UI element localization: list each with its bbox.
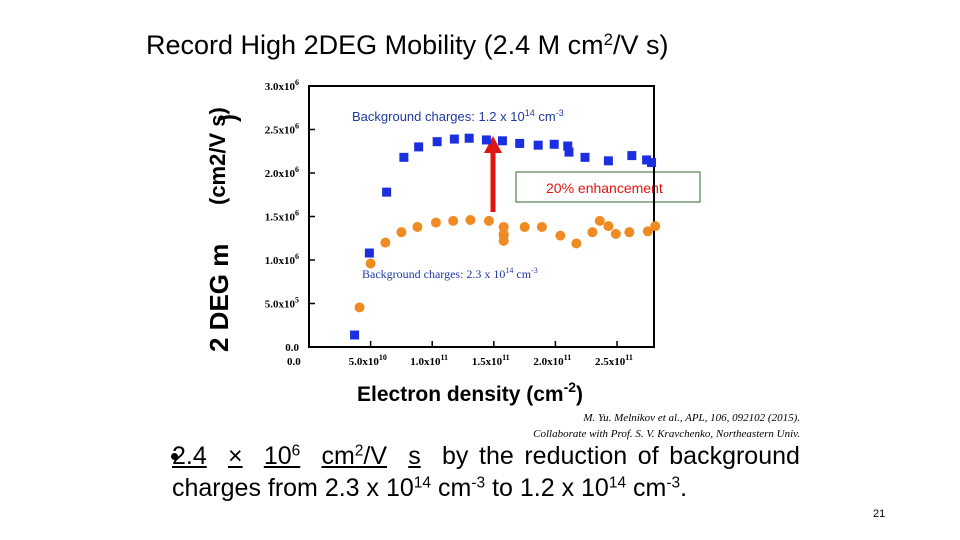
data-point-square	[449, 134, 459, 144]
data-point-circle	[555, 230, 566, 241]
data-point-square	[563, 141, 573, 151]
data-point-circle	[396, 227, 407, 238]
x-tick-label: 2.5x1011	[595, 353, 633, 368]
y-tick-label: 0.0	[285, 342, 299, 354]
bullet-text: 2.4 × 106 cm2/V s by the reduction of ba…	[172, 442, 800, 502]
data-point-circle	[430, 217, 441, 228]
x-tick-label: 1.0x1011	[410, 353, 448, 368]
y-axis-title-lower: 2 DEG m	[204, 244, 234, 352]
data-point-circle	[587, 227, 598, 238]
data-point-square	[497, 136, 507, 146]
slide-title: Record High 2DEG Mobility (2.4 M cm2/V s…	[146, 29, 669, 60]
x-axis: 0.0 5.0x1010 1.0x1011 1.5x1011 2.0x1011 2.5x1…	[287, 341, 633, 368]
data-point-square	[364, 248, 374, 258]
data-point-square	[350, 330, 360, 340]
x-tick-label-zero: 0.0	[287, 356, 301, 368]
data-point-circle	[498, 221, 509, 232]
data-point-square	[533, 140, 543, 150]
data-point-square	[647, 158, 657, 168]
enhancement-annotation: 20% enhancement	[484, 136, 701, 212]
data-point-circle	[498, 228, 509, 239]
page-number: 21	[873, 508, 886, 520]
x-tick-label: 1.5x1011	[472, 353, 510, 368]
data-point-circle	[624, 227, 635, 238]
data-marks	[350, 133, 661, 340]
data-point-circle	[519, 221, 530, 232]
annotation-background-top: Background charges: 1.2 x 1014 cm-3	[352, 108, 564, 124]
y-tick-label: 5.0x105	[265, 296, 299, 311]
enhancement-label: 20% enhancement	[546, 180, 663, 196]
bullet-dot	[171, 453, 178, 460]
data-point-square	[382, 187, 392, 197]
x-axis-title: Electron density (cm-2)	[357, 379, 583, 406]
y-tick-label: 3.0x106	[265, 78, 299, 93]
data-point-square	[399, 152, 409, 162]
data-point-square	[580, 152, 590, 162]
data-point-square	[414, 142, 424, 152]
data-point-circle	[380, 237, 391, 248]
y-tick-label: 1.5x106	[265, 209, 299, 224]
data-point-square	[603, 156, 613, 166]
data-point-circle	[498, 235, 509, 246]
data-point-circle	[412, 221, 423, 232]
y-tick-label: 1.0x106	[265, 252, 299, 267]
data-point-circle	[465, 214, 476, 225]
data-point-circle	[650, 221, 661, 232]
y-tick-label: 2.0x106	[265, 165, 299, 180]
citation-line-2: Collaborate with Prof. S. V. Kravchenko,…	[533, 428, 800, 440]
data-point-circle	[642, 226, 653, 237]
citation-line-1: M. Yu. Melnikov et al., APL, 106, 092102…	[583, 412, 800, 424]
data-point-square	[564, 147, 574, 157]
data-point-square	[549, 139, 559, 149]
y-axis-title-fragment: )	[215, 114, 242, 122]
data-point-circle	[603, 221, 614, 232]
data-point-square	[627, 151, 637, 161]
enhancement-arrow-icon	[484, 136, 502, 153]
x-tick-label: 2.0x1011	[533, 353, 571, 368]
data-point-circle	[483, 215, 494, 226]
data-point-circle	[448, 215, 459, 226]
data-point-square	[464, 133, 474, 143]
data-point-circle	[594, 215, 605, 226]
y-axis: 0.0 5.0x105 1.0x106 1.5x106 2.0x106 2.5x106 3.…	[265, 78, 315, 354]
data-point-square	[481, 135, 491, 145]
data-point-square	[515, 138, 525, 148]
data-point-circle	[571, 238, 582, 249]
citation: M. Yu. Melnikov et al., APL, 106, 092102…	[480, 410, 800, 442]
data-point-circle	[536, 221, 547, 232]
x-tick-label: 5.0x1010	[349, 353, 387, 368]
data-point-square	[642, 155, 652, 165]
y-axis-title-text: (cm2/V s)	[205, 107, 230, 205]
y-tick-label: 2.5x106	[265, 122, 299, 137]
data-point-circle	[365, 258, 376, 269]
data-point-circle	[610, 228, 621, 239]
enhancement-box	[515, 171, 701, 203]
data-point-square	[432, 137, 442, 147]
y-axis-title: (cm2/V s) )	[205, 107, 242, 205]
annotation-background-bottom: Background charges: 2.3 x 1014 cm-3	[362, 266, 538, 281]
data-point-circle	[354, 302, 365, 313]
